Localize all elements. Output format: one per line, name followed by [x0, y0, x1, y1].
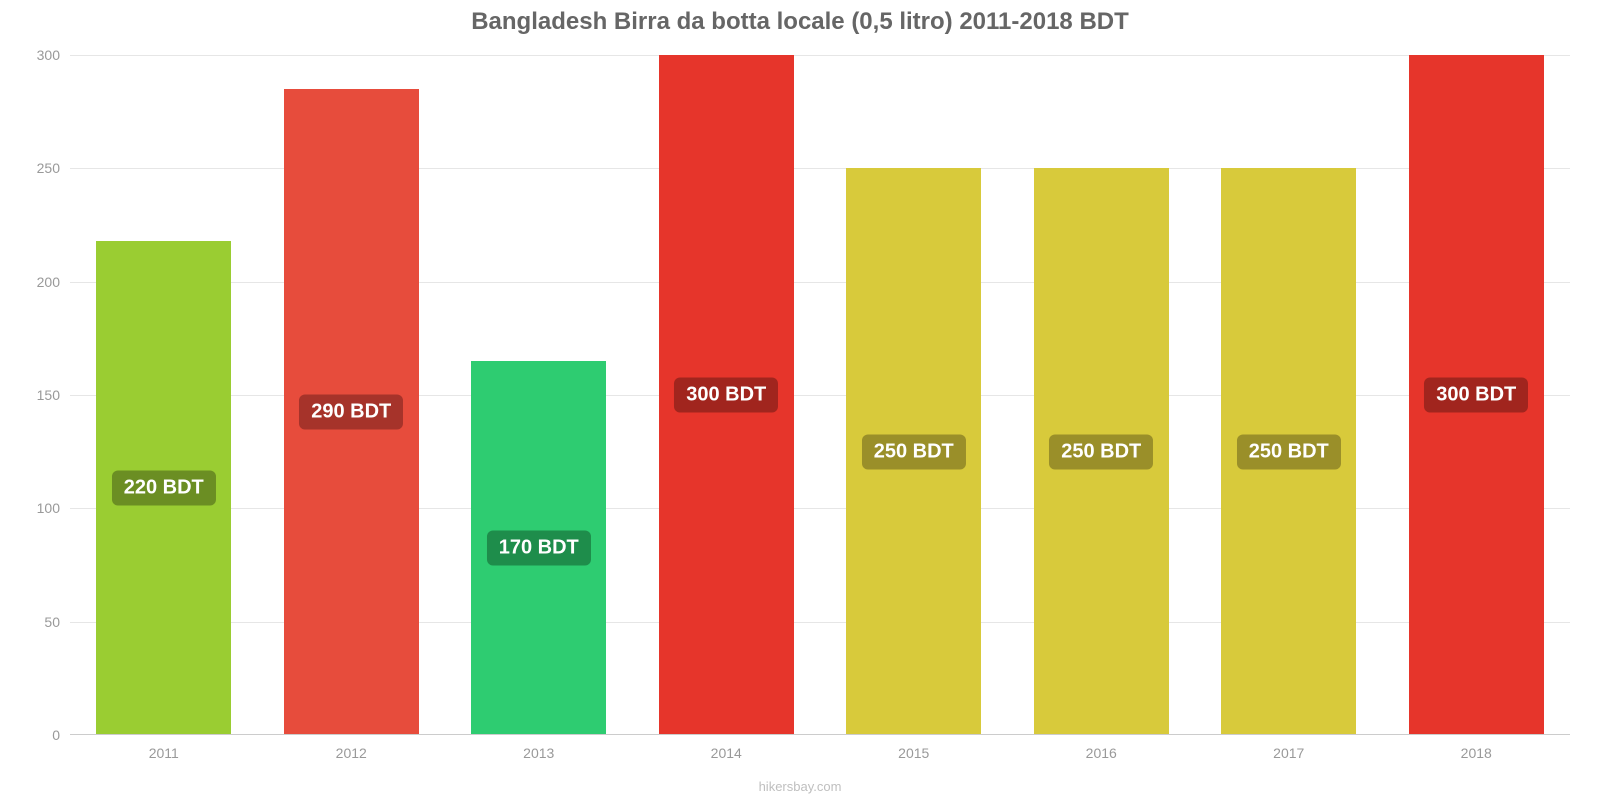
y-tick-label: 300	[37, 47, 70, 63]
bar-value-label: 220 BDT	[112, 470, 216, 505]
source-label: hikersbay.com	[0, 779, 1600, 794]
x-tick-label: 2018	[1461, 735, 1492, 761]
x-tick-label: 2015	[898, 735, 929, 761]
bar-value-label: 250 BDT	[1237, 434, 1341, 469]
bar-value-label: 170 BDT	[487, 531, 591, 566]
bar: 250 BDT	[1221, 168, 1356, 735]
bar: 250 BDT	[1034, 168, 1169, 735]
y-tick-label: 200	[37, 274, 70, 290]
bar-value-label: 300 BDT	[1424, 378, 1528, 413]
x-tick-label: 2012	[336, 735, 367, 761]
bar-value-label: 250 BDT	[1049, 434, 1153, 469]
bar: 300 BDT	[1409, 55, 1544, 735]
bar: 220 BDT	[96, 241, 231, 735]
y-tick-label: 150	[37, 387, 70, 403]
y-tick-label: 100	[37, 500, 70, 516]
y-tick-label: 0	[52, 727, 70, 743]
bar-chart: Bangladesh Birra da botta locale (0,5 li…	[0, 0, 1600, 800]
y-tick-label: 250	[37, 160, 70, 176]
x-tick-label: 2013	[523, 735, 554, 761]
x-tick-label: 2016	[1086, 735, 1117, 761]
bar-value-label: 290 BDT	[299, 395, 403, 430]
bar: 300 BDT	[659, 55, 794, 735]
x-axis-line	[70, 734, 1570, 735]
y-tick-label: 50	[44, 614, 70, 630]
x-tick-label: 2011	[149, 735, 179, 761]
x-tick-label: 2014	[711, 735, 742, 761]
bar-value-label: 250 BDT	[862, 434, 966, 469]
x-tick-label: 2017	[1273, 735, 1304, 761]
bar: 170 BDT	[471, 361, 606, 735]
chart-title: Bangladesh Birra da botta locale (0,5 li…	[0, 8, 1600, 36]
plot-area: 050100150200250300 220 BDT290 BDT170 BDT…	[70, 55, 1570, 735]
bar-value-label: 300 BDT	[674, 378, 778, 413]
bars-container: 220 BDT 290 BDT 170 BDT 300 BDT 250 BDT 250 B…	[70, 55, 1570, 735]
bar: 250 BDT	[846, 168, 981, 735]
bar: 290 BDT	[284, 89, 419, 735]
